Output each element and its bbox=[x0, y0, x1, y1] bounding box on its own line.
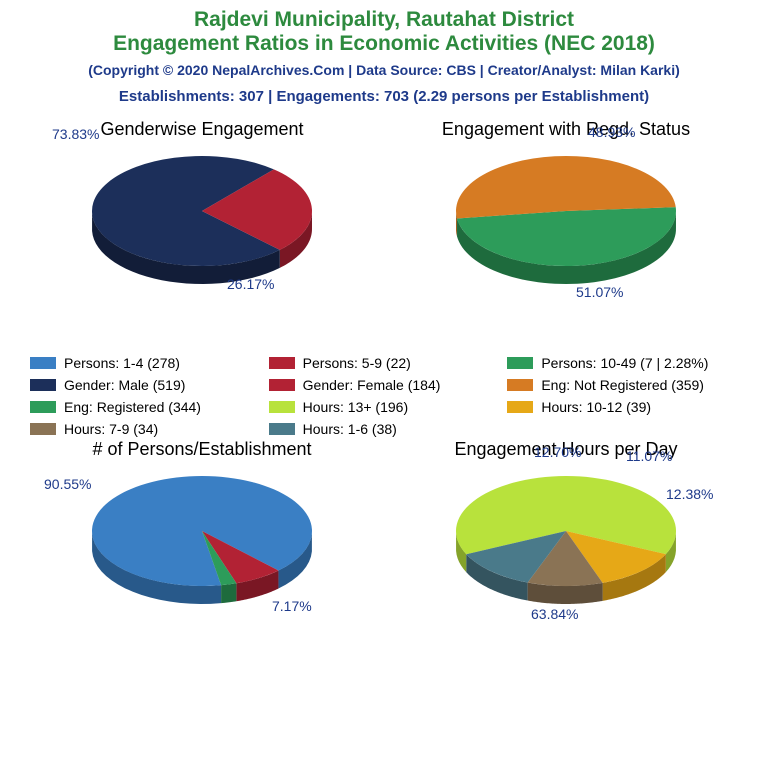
legend-item: Hours: 13+ (196) bbox=[269, 399, 500, 415]
pct-label: 11.07% bbox=[626, 448, 672, 464]
legend: Persons: 1-4 (278) Persons: 5-9 (22) Perso… bbox=[30, 355, 738, 437]
legend-swatch bbox=[507, 357, 533, 369]
pct-label: 26.17% bbox=[227, 276, 274, 292]
legend-item: Hours: 1-6 (38) bbox=[269, 421, 500, 437]
legend-text: Hours: 1-6 (38) bbox=[303, 421, 397, 437]
pct-label: 51.07% bbox=[576, 284, 623, 300]
legend-text: Persons: 10-49 (7 | 2.28%) bbox=[541, 355, 708, 371]
legend-text: Hours: 13+ (196) bbox=[303, 399, 408, 415]
legend-swatch bbox=[269, 423, 295, 435]
legend-swatch bbox=[30, 423, 56, 435]
legend-text: Hours: 7-9 (34) bbox=[64, 421, 158, 437]
pie-hours: 63.84%12.70%11.07%12.38% bbox=[436, 466, 696, 616]
legend-item: Gender: Female (184) bbox=[269, 377, 500, 393]
pie-regd: 48.93%51.07% bbox=[436, 146, 696, 296]
legend-swatch bbox=[507, 401, 533, 413]
pie-svg bbox=[436, 456, 696, 626]
pie-svg bbox=[72, 136, 332, 306]
chart-persons: # of Persons/Establishment 90.55%7.17% bbox=[20, 439, 384, 649]
chart-hours: Engagement Hours per Day 63.84%12.70%11.… bbox=[384, 439, 748, 649]
legend-item: Persons: 5-9 (22) bbox=[269, 355, 500, 371]
pct-label: 12.38% bbox=[666, 486, 713, 502]
legend-text: Eng: Registered (344) bbox=[64, 399, 201, 415]
chart-gender: Genderwise Engagement 73.83%26.17% bbox=[20, 119, 384, 329]
legend-item: Hours: 7-9 (34) bbox=[30, 421, 261, 437]
legend-swatch bbox=[269, 401, 295, 413]
legend-text: Eng: Not Registered (359) bbox=[541, 377, 704, 393]
pct-label: 63.84% bbox=[531, 606, 578, 622]
legend-item: Hours: 10-12 (39) bbox=[507, 399, 738, 415]
legend-item: Gender: Male (519) bbox=[30, 377, 261, 393]
legend-item: Eng: Not Registered (359) bbox=[507, 377, 738, 393]
pie-side bbox=[221, 583, 236, 603]
pct-label: 73.83% bbox=[52, 126, 99, 142]
chart-regd: Engagement with Regd. Status 48.93%51.07… bbox=[384, 119, 748, 329]
legend-text: Gender: Female (184) bbox=[303, 377, 441, 393]
pct-label: 90.55% bbox=[44, 476, 91, 492]
legend-text: Persons: 1-4 (278) bbox=[64, 355, 180, 371]
pct-label: 12.70% bbox=[534, 444, 581, 460]
legend-text: Gender: Male (519) bbox=[64, 377, 185, 393]
pie-persons: 90.55%7.17% bbox=[72, 466, 332, 616]
legend-swatch bbox=[269, 357, 295, 369]
title-line-1: Rajdevi Municipality, Rautahat District bbox=[0, 8, 768, 32]
title-line-2: Engagement Ratios in Economic Activities… bbox=[0, 32, 768, 56]
legend-swatch bbox=[269, 379, 295, 391]
legend-item: Persons: 10-49 (7 | 2.28%) bbox=[507, 355, 738, 371]
legend-item: Persons: 1-4 (278) bbox=[30, 355, 261, 371]
copyright-line: (Copyright © 2020 NepalArchives.Com | Da… bbox=[0, 62, 768, 78]
pct-label: 7.17% bbox=[272, 598, 312, 614]
header: Rajdevi Municipality, Rautahat District … bbox=[0, 0, 768, 105]
pie-gender: 73.83%26.17% bbox=[72, 146, 332, 296]
pct-label: 48.93% bbox=[588, 124, 635, 140]
stats-line: Establishments: 307 | Engagements: 703 (… bbox=[0, 88, 768, 105]
legend-swatch bbox=[30, 379, 56, 391]
pie-svg bbox=[436, 136, 696, 306]
legend-item: Eng: Registered (344) bbox=[30, 399, 261, 415]
legend-text: Hours: 10-12 (39) bbox=[541, 399, 651, 415]
legend-text: Persons: 5-9 (22) bbox=[303, 355, 411, 371]
legend-swatch bbox=[30, 357, 56, 369]
legend-swatch bbox=[30, 401, 56, 413]
legend-swatch bbox=[507, 379, 533, 391]
